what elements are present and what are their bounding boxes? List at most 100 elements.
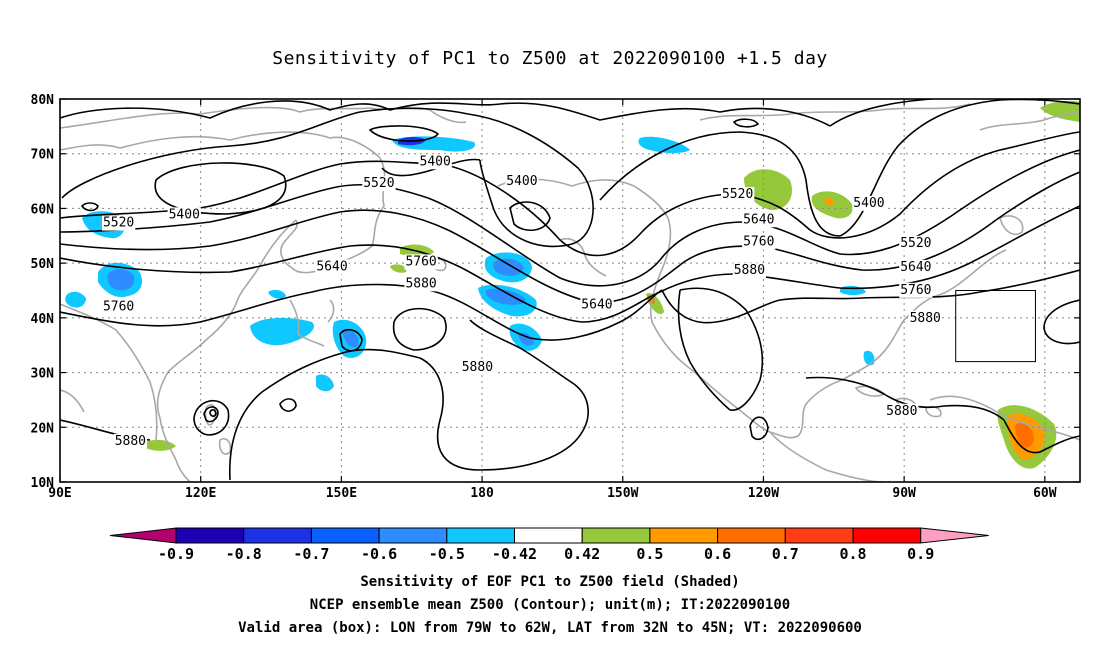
z500-contour-44 — [1043, 299, 1080, 345]
contour-label-19: 5880 — [910, 311, 941, 326]
colorbar-label-5: -0.42 — [492, 545, 537, 563]
z500-contour-28 — [861, 269, 1080, 299]
colorbar-label-4: -0.5 — [429, 545, 465, 563]
z500-contour-26 — [435, 289, 663, 341]
sensitivity-patch-11 — [485, 288, 526, 305]
sensitivity-patch-29 — [146, 439, 176, 451]
z500-contours — [60, 99, 1080, 481]
contour-label-bg-4 — [362, 176, 396, 192]
contour-label-bg-7 — [899, 235, 933, 251]
coastline-27 — [999, 215, 1024, 236]
colorbar-swatch-9 — [784, 527, 854, 544]
lon-tick-label-6: 90W — [892, 486, 916, 501]
contour-label-bg-6 — [720, 187, 755, 203]
z500-contour-20 — [447, 229, 771, 304]
lon-tick-label-5: 120W — [748, 486, 779, 501]
lat-tick-label-6: 20N — [31, 421, 55, 436]
z500-contour-40 — [677, 289, 731, 411]
lat-tick-label-5: 30N — [31, 367, 55, 382]
z500-contour-9 — [509, 201, 551, 231]
z500-contour-19 — [60, 209, 449, 251]
z500-contour-13 — [60, 160, 441, 219]
colorbar-label-8: 0.6 — [704, 545, 731, 563]
colorbar-swatch-4 — [446, 527, 515, 544]
coastline-21 — [979, 111, 1080, 131]
lat-tick-label-0: 80N — [31, 93, 55, 108]
z500-contour-36 — [209, 409, 217, 417]
sensitivity-shading — [65, 100, 1080, 469]
sensitivity-patch-18 — [268, 289, 286, 299]
contour-label-2: 5400 — [169, 207, 200, 222]
z500-contour-39 — [679, 287, 764, 411]
z500-contour-31 — [469, 319, 589, 439]
contour-label-bg-0 — [418, 154, 452, 170]
colorbar-swatch-7 — [649, 527, 719, 544]
coastline-26 — [925, 405, 942, 418]
z500-contour-2 — [829, 99, 1041, 127]
lon-tick-label-7: 60W — [1033, 486, 1057, 501]
caption-shading: Sensitivity of EOF PC1 to Z500 field (Sh… — [360, 574, 740, 590]
sensitivity-patch-2 — [107, 268, 135, 291]
z500-contour-22 — [60, 244, 463, 274]
contour-label-20: 5880 — [886, 404, 917, 419]
colorbar-label-1: -0.8 — [226, 545, 262, 563]
colorbar-label-10: 0.8 — [839, 545, 866, 563]
lon-tick-label-4: 150W — [607, 486, 638, 501]
colorbar-label-3: -0.6 — [361, 545, 397, 563]
colorbar-label-9: 0.7 — [772, 545, 799, 563]
sensitivity-patch-26 — [390, 264, 407, 273]
lon-tick-label-0: 90E — [48, 486, 71, 501]
contour-label-bg-3 — [852, 195, 886, 211]
contour-label-17: 5880 — [462, 360, 493, 375]
lon-tick-label-1: 120E — [185, 486, 216, 501]
coastlines — [60, 103, 1080, 482]
lat-tick-label-2: 60N — [31, 202, 55, 217]
z500-contour-7 — [467, 113, 594, 248]
valid-area-box — [955, 290, 1036, 363]
contour-label-5: 5520 — [103, 216, 134, 231]
contour-label-13: 5760 — [405, 254, 436, 269]
coastline-17 — [935, 249, 1007, 297]
caption-valid-area: Valid area (box): LON from 79W to 62W, L… — [238, 620, 862, 636]
z500-contour-3 — [154, 162, 287, 215]
z500-contour-43 — [1003, 419, 1080, 454]
z500-contour-0 — [60, 100, 501, 119]
contour-label-18: 5880 — [734, 263, 765, 278]
coastline-15 — [769, 379, 843, 439]
contour-label-6: 5520 — [722, 187, 753, 202]
contour-label-bg-9 — [742, 212, 776, 228]
colorbar-label-11: 0.9 — [907, 545, 934, 563]
z500-contour-15 — [729, 131, 1080, 239]
contour-label-bg-11 — [899, 259, 933, 275]
colorbar-high-triangle — [920, 527, 989, 544]
colorbar-swatch-10 — [852, 527, 922, 544]
contour-label-11: 5640 — [900, 260, 931, 275]
colorbar-swatch-5 — [514, 527, 583, 544]
coastline-4 — [205, 219, 297, 341]
coastline-11 — [218, 437, 232, 455]
sensitivity-patch-15 — [342, 328, 359, 348]
z500-contour-21 — [769, 171, 1080, 271]
colorbar-low-triangle — [109, 527, 177, 544]
map-border — [59, 98, 1081, 483]
contour-label-1: 5400 — [506, 174, 537, 189]
coastline-20 — [699, 103, 971, 121]
contour-label-bg-8 — [315, 259, 349, 275]
contour-label-10: 5640 — [581, 298, 612, 313]
z500-contour-1 — [499, 102, 831, 127]
sensitivity-patch-7 — [638, 136, 690, 153]
contour-label-16: 5880 — [405, 276, 436, 291]
z500-contour-17 — [427, 197, 745, 287]
coastline-18 — [769, 431, 885, 482]
coastline-7 — [60, 389, 85, 413]
map-axes: 90E 120E 150E 180 150W 120W 90W 60W 80N 70N 60N 50N… — [31, 93, 1080, 501]
contour-label-14: 5760 — [743, 235, 774, 250]
lat-tick-label-1: 70N — [31, 148, 55, 163]
contour-label-bg-12 — [101, 299, 136, 315]
sensitivity-patch-24 — [1040, 100, 1080, 122]
coastline-3 — [280, 219, 327, 274]
coastline-9 — [327, 299, 335, 323]
z500-contour-25 — [60, 283, 437, 327]
lat-tick-label-4: 40N — [31, 312, 55, 327]
